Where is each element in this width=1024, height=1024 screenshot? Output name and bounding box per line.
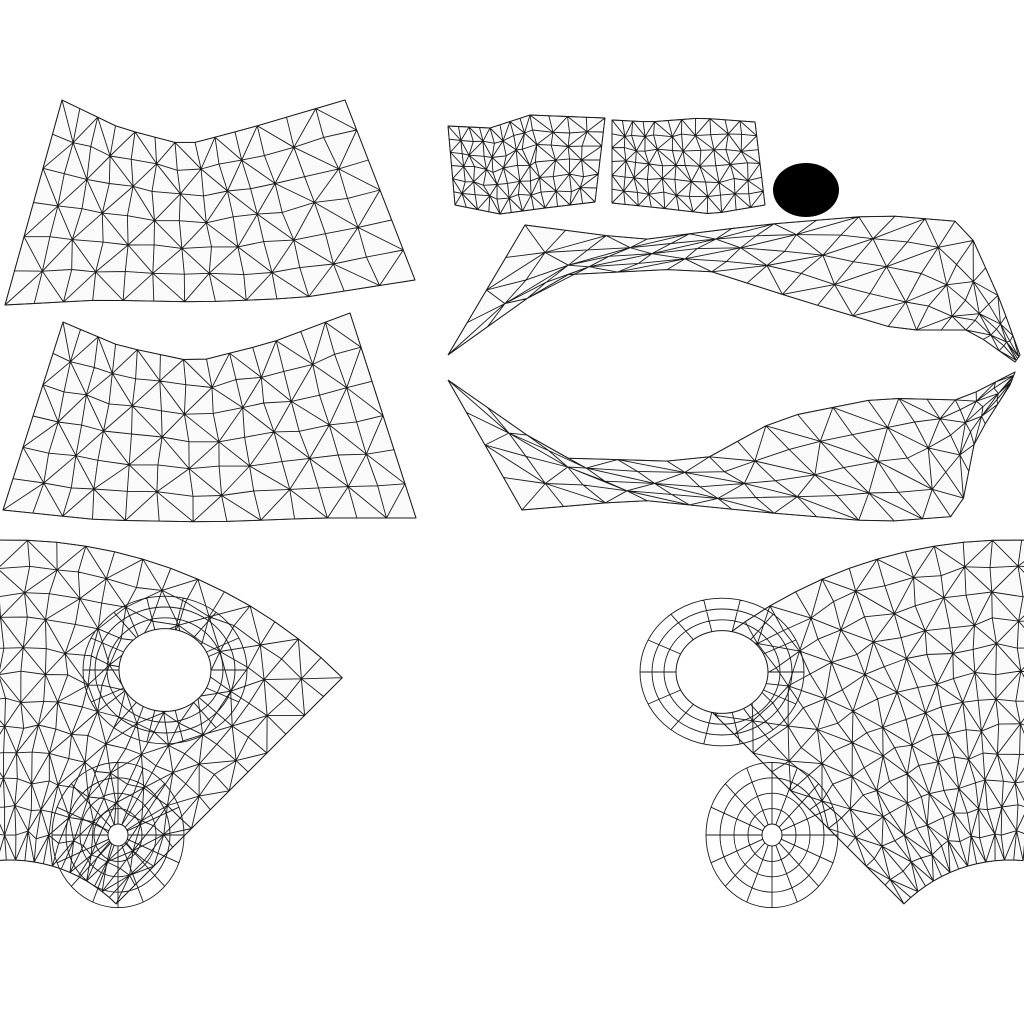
small-strip-left — [447, 114, 606, 215]
panel-upper-left — [4, 99, 416, 306]
seam-mark-blob — [773, 163, 839, 217]
uv-islands-group — [0, 99, 1024, 908]
fan-piece-left-hole-1 — [118, 628, 212, 712]
long-strip-lower — [447, 370, 1016, 522]
fan-piece-right-hole-2 — [761, 823, 783, 847]
fan-piece-left — [0, 539, 344, 908]
long-strip-upper — [447, 215, 1021, 363]
panel-middle-left — [2, 312, 417, 523]
fan-piece-right — [639, 539, 1024, 908]
small-strip-right — [611, 117, 766, 215]
fan-piece-left-hole-2 — [107, 823, 129, 847]
fan-piece-right-hole-1 — [675, 630, 769, 714]
